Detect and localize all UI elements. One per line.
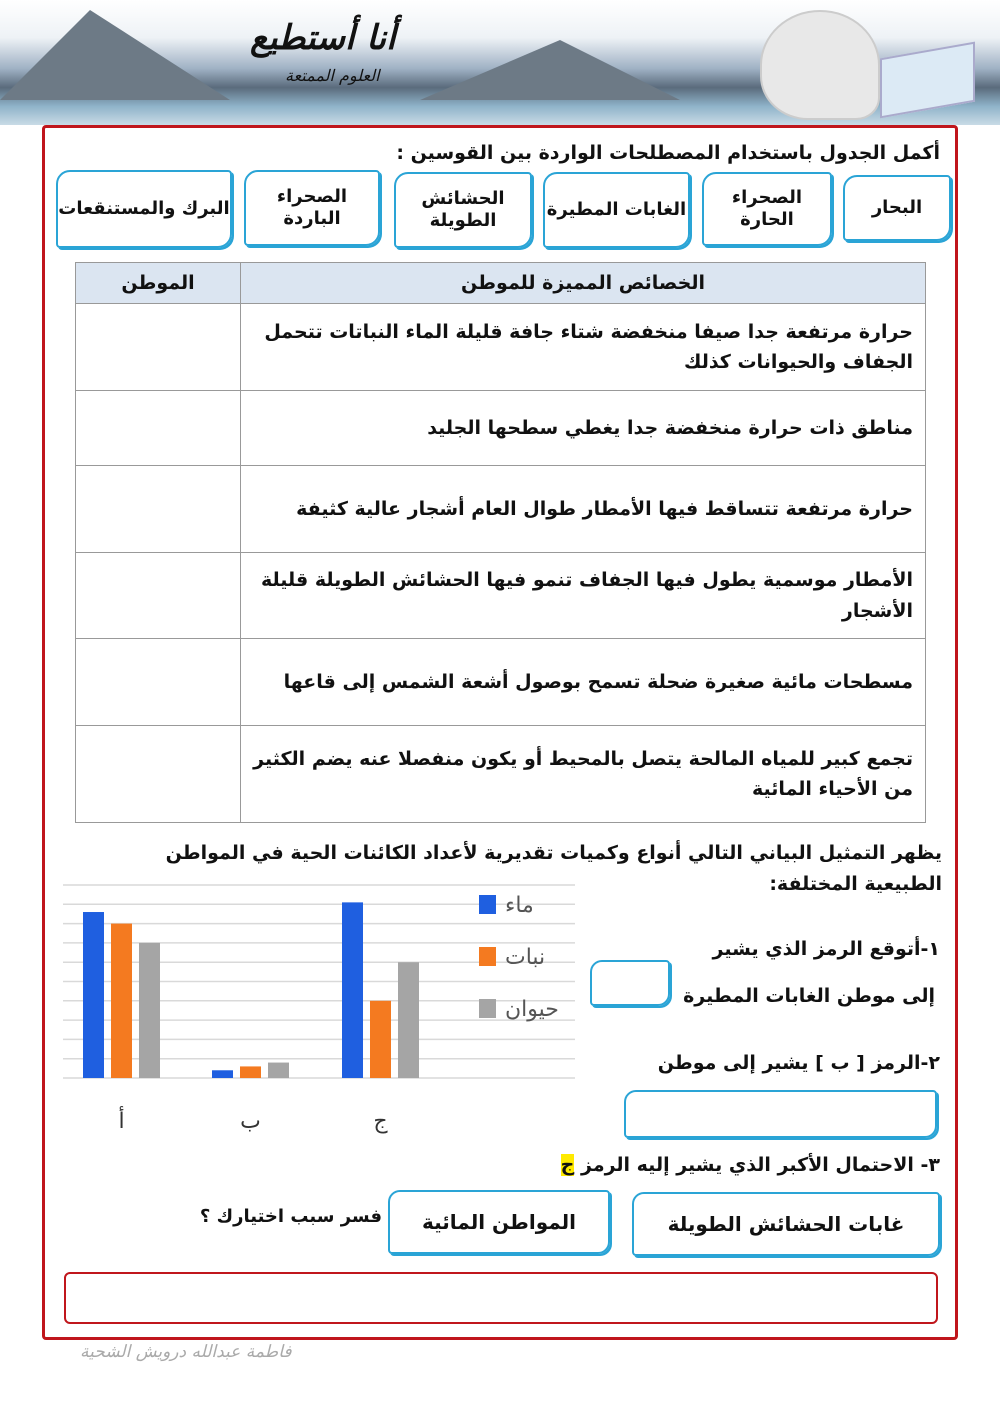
bar-ماء (83, 912, 104, 1078)
trait-cell: مسطحات مائية صغيرة ضحلة تسمح بوصول أشعة … (240, 638, 926, 726)
term-box: الصحراء الباردة (244, 170, 380, 246)
term-box: الغابات المطيرة (543, 172, 690, 248)
answer-cell[interactable] (75, 465, 241, 553)
instruction: أكمل الجدول باستخدام المصطلحات الواردة ب… (396, 142, 940, 164)
highlighted-symbol: ج (560, 1154, 575, 1176)
bar-نبات (240, 1066, 261, 1078)
term-box: الحشائش الطويلة (394, 172, 532, 248)
legend-label: ماء (505, 893, 534, 918)
page-subtitle: العلوم الممتعة (285, 66, 380, 85)
term-box: البرك والمستنقعات (56, 170, 232, 248)
answer-cell[interactable] (75, 638, 241, 726)
answer-cell[interactable] (75, 725, 241, 823)
mountain-image (0, 10, 230, 100)
explanation-box[interactable] (64, 1272, 938, 1324)
question-2: ٢-الرمز [ ب ] يشير إلى موطن (657, 1052, 940, 1074)
page-title: أنا أستطيع (250, 18, 396, 58)
category-label: ج (373, 1109, 388, 1134)
bar-ماء (342, 902, 363, 1078)
legend-swatch (479, 947, 496, 966)
bar-حيوان (268, 1062, 289, 1078)
category-label: ب (240, 1109, 261, 1134)
trait-cell: الأمطار موسمية يطول فيها الجفاف تنمو فيه… (240, 552, 926, 639)
question-1-line-2: إلى موطن الغابات المطيرة (683, 985, 935, 1007)
author-signature: فاطمة عبدالله درويش الشحية (80, 1342, 292, 1362)
column-header: الخصائص المميزة للموطن (240, 262, 926, 304)
term-box: البحار (843, 175, 951, 241)
bar-حيوان (139, 942, 160, 1078)
answer-cell[interactable] (75, 390, 241, 466)
brain-gears-icon (760, 10, 880, 120)
explain-prompt: فسر سبب اختيارك ؟ (199, 1206, 382, 1227)
legend-swatch (479, 999, 496, 1018)
option-aquatic-habitats[interactable]: المواطن المائية (388, 1190, 610, 1254)
trait-cell: حرارة مرتفعة تتساقط فيها الأمطار طوال ال… (240, 465, 926, 553)
legend-swatch (479, 895, 496, 914)
mountain-image (420, 40, 680, 100)
trait-cell: حرارة مرتفعة جدا صيفا منخفضة شتاء جافة ق… (240, 303, 926, 391)
question-3-text: ٣- الاحتمال الأكبر الذي يشير إليه الرمز (581, 1154, 940, 1176)
answer-cell[interactable] (75, 552, 241, 639)
answer-2-box[interactable] (624, 1090, 937, 1138)
bar-نبات (111, 923, 132, 1078)
question-1-line-1: ١-أتوقع الرمز الذي يشير (712, 938, 940, 960)
chart-intro: يظهر التمثيل البياني التالي أنواع وكميات… (165, 842, 942, 895)
bar-حيوان (398, 962, 419, 1078)
answer-cell[interactable] (75, 303, 241, 391)
legend-label: حيوان (505, 997, 559, 1022)
habitat-table: الخصائص المميزة للموطن الموطن حرارة مرتفع… (75, 262, 926, 823)
bar-نبات (370, 1000, 391, 1078)
category-label: أ (118, 1106, 124, 1134)
option-tall-grasslands[interactable]: غابات الحشائش الطويلة (632, 1192, 940, 1256)
question-3: ٣- الاحتمال الأكبر الذي يشير إليه الرمز … (560, 1154, 940, 1176)
term-box: الصحراء الحارة (702, 172, 832, 246)
legend-label: نبات (505, 945, 545, 970)
worksheet-frame (42, 125, 958, 1340)
answer-1-box[interactable] (590, 960, 670, 1006)
bar-ماء (212, 1070, 233, 1078)
column-header: الموطن (75, 262, 241, 304)
bar-chart: أ ب ج ماء نبات حيوان (63, 884, 575, 1134)
trait-cell: مناطق ذات حرارة منخفضة جدا يغطي سطحها ال… (240, 390, 926, 466)
trait-cell: تجمع كبير للمياه المالحة يتصل بالمحيط أو… (240, 725, 926, 823)
